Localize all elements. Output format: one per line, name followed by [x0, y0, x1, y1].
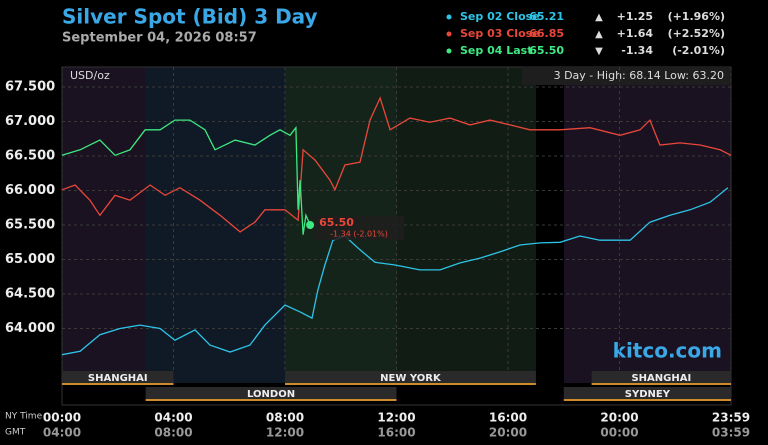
y-tick-label: 67.000 [5, 114, 55, 129]
y-tick-label: 66.000 [5, 183, 55, 198]
y-tick-label: 65.000 [5, 252, 55, 267]
x-row-label: GMT [5, 428, 26, 438]
series-line [61, 187, 729, 356]
session-bg [285, 371, 536, 384]
current-label: 65.50 [319, 216, 354, 229]
legend-name: Sep 03 Close [460, 27, 540, 40]
x-tick-label: 16:00 [489, 411, 527, 425]
range-note: 3 Day - High: 68.14 Low: 63.20 [554, 69, 724, 82]
session-label: SHANGHAI [631, 373, 691, 384]
session-label: LONDON [247, 389, 295, 400]
x-tick-label-gmt: 12:00 [266, 426, 304, 440]
subtitle: September 04, 2026 08:57 [62, 31, 257, 46]
x-tick-label-gmt: 04:00 [43, 426, 81, 440]
legend-change: +1.25 [617, 10, 653, 23]
session-bg [62, 371, 174, 384]
legend-arrow: ▲ [595, 12, 603, 23]
legend-name: Sep 04 Last [460, 44, 532, 57]
unit: USD/oz [70, 69, 110, 82]
legend-change: +1.64 [617, 27, 654, 40]
legend-dot [446, 48, 452, 54]
x-tick-label: 08:00 [266, 411, 304, 425]
session-bg [563, 387, 731, 400]
x-tick-label: 04:00 [154, 411, 192, 425]
x-tick-label: 20:00 [600, 411, 638, 425]
x-tick-label-gmt: 00:00 [600, 426, 638, 440]
legend-change-pct: (+2.52%) [668, 27, 725, 40]
y-tick-label: 64.000 [5, 321, 55, 336]
series-line [61, 96, 732, 233]
current-bg [314, 216, 405, 240]
legend-arrow: ▼ [595, 46, 603, 57]
x-tick-label-gmt: 16:00 [377, 426, 415, 440]
session-label: SYDNEY [625, 389, 671, 400]
session-label: NEW YORK [380, 373, 442, 384]
x-row-label: NY Time [5, 412, 43, 422]
session-bg [591, 371, 731, 384]
note-bg [522, 67, 731, 85]
x-tick-label: 00:00 [43, 411, 81, 425]
legend-last: 65.50 [529, 44, 564, 57]
legend-change-pct: (-2.01%) [672, 44, 725, 57]
y-tick-label: 64.500 [5, 287, 55, 302]
legend-name: Sep 02 Close [460, 10, 540, 23]
current-change: -1.34 (-2.01%) [330, 230, 388, 239]
legend-last: 66.85 [529, 27, 564, 40]
title: Silver Spot (Bid) 3 Day [62, 5, 318, 29]
y-tick-label: 66.500 [5, 149, 55, 164]
y-tick-label: 67.500 [5, 80, 55, 95]
legend-change: -1.34 [621, 44, 653, 57]
x-tick-label: 12:00 [377, 411, 415, 425]
session-bg [145, 387, 397, 400]
legend-change-pct: (+1.96%) [668, 10, 725, 23]
legend-arrow: ▲ [595, 29, 603, 40]
series-line [61, 119, 311, 235]
legend-dot [446, 14, 452, 20]
x-tick-label-gmt: 08:00 [154, 426, 192, 440]
session-label: SHANGHAI [88, 373, 148, 384]
legend-dot [446, 31, 452, 37]
legend-last: 65.21 [529, 10, 564, 23]
x-tick-label-gmt: 03:59 [712, 426, 750, 440]
y-tick-label: 65.500 [5, 218, 55, 233]
x-tick-label-gmt: 20:00 [489, 426, 527, 440]
current-point [306, 221, 315, 229]
watermark: kitco.com [613, 339, 722, 363]
x-tick-label: 23:59 [712, 411, 750, 425]
